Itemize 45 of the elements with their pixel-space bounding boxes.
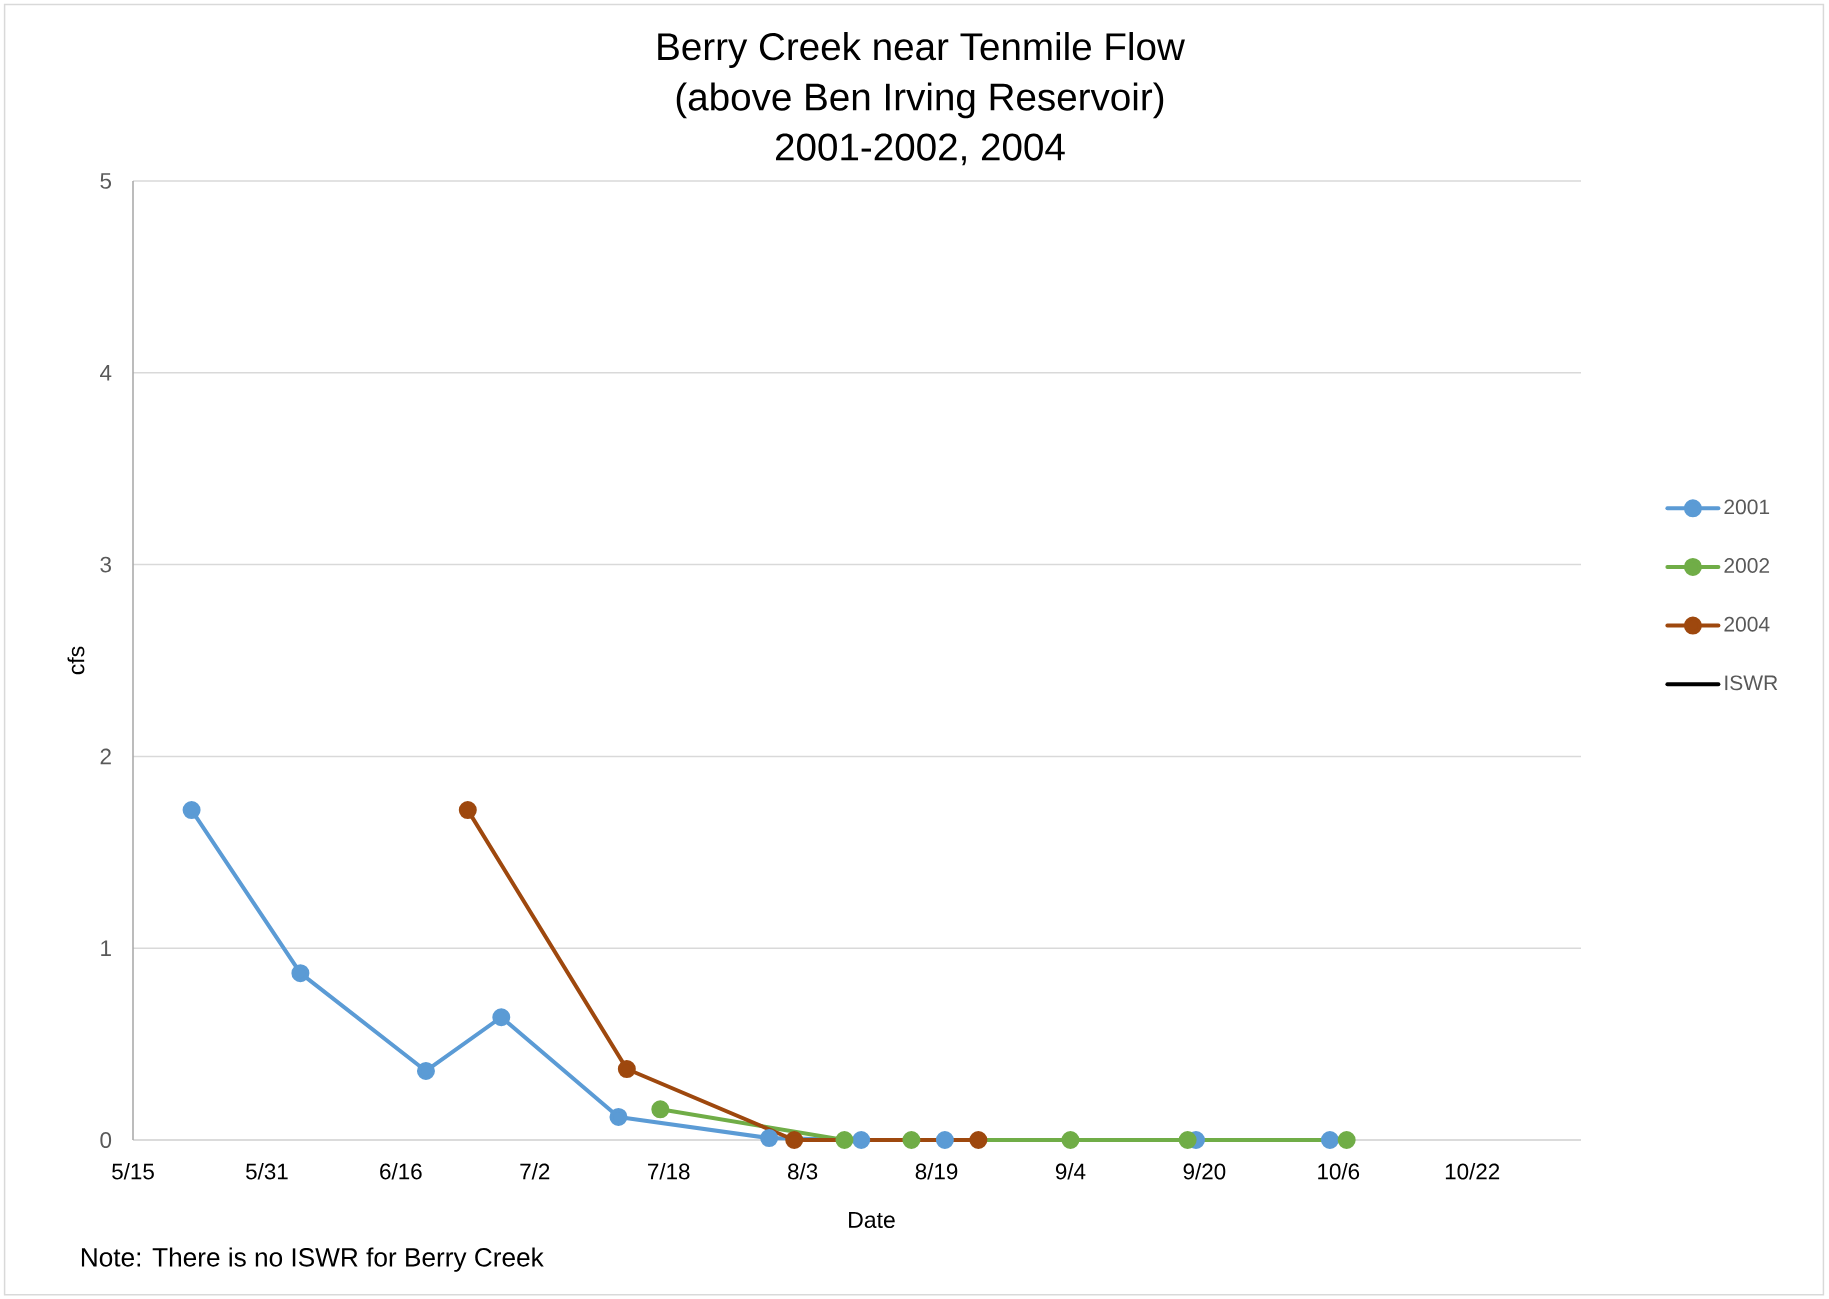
x-tick-label: 6/16 [380, 1163, 422, 1180]
y-tick-label: 2 [100, 748, 111, 765]
point [1061, 1131, 1080, 1149]
point [617, 1060, 636, 1079]
x-tick-label: 7/18 [648, 1163, 690, 1180]
x-tick-label: 5/15 [112, 1163, 154, 1180]
point [902, 1131, 921, 1149]
point [852, 1131, 871, 1149]
point [458, 801, 477, 820]
point [492, 1008, 511, 1027]
point [291, 964, 310, 983]
point [785, 1131, 804, 1149]
y-tick-label: 0 [100, 1132, 112, 1148]
point [609, 1107, 628, 1126]
x-tick-label: 9/20 [1183, 1163, 1226, 1180]
text: Note: There is no ISWR for Berry Creek [81, 1247, 544, 1272]
point [760, 1129, 779, 1148]
legend-label: 2001 [1724, 499, 1770, 515]
point [182, 801, 201, 820]
x-tick-label: 8/19 [915, 1163, 958, 1180]
x-axis-title: Date [849, 1211, 895, 1228]
point [1337, 1131, 1356, 1149]
y-tick-label: 3 [100, 556, 111, 573]
chart-title: Berry Creek near Tenmile Flow [658, 32, 1185, 68]
point [835, 1131, 854, 1149]
y-tick-label: 5 [100, 173, 112, 189]
legend-label: ISWR [1725, 675, 1778, 691]
point [416, 1061, 435, 1080]
x-tick-label: 10/6 [1318, 1163, 1360, 1180]
y-tick-label: 4 [100, 365, 112, 381]
x-tick-label: 5/31 [246, 1163, 288, 1180]
y-tick-label: 1 [101, 940, 111, 956]
x-tick-label: 8/3 [788, 1163, 818, 1180]
chart-subtitle: (above Ben Irving Reservoir) 2001-2002, 2004 [676, 82, 1164, 166]
legend-label: 2002 [1724, 558, 1770, 573]
y-axis-title: cfs [67, 646, 85, 675]
point [1320, 1131, 1339, 1149]
x-tick-label: 10/22 [1445, 1163, 1500, 1180]
x-tick-label: 7/2 [520, 1163, 550, 1180]
point [1178, 1131, 1197, 1149]
point [935, 1131, 954, 1149]
point [651, 1100, 670, 1119]
point [969, 1131, 988, 1149]
legend-label: 2004 [1724, 616, 1770, 632]
x-tick-label: 9/4 [1055, 1163, 1086, 1180]
